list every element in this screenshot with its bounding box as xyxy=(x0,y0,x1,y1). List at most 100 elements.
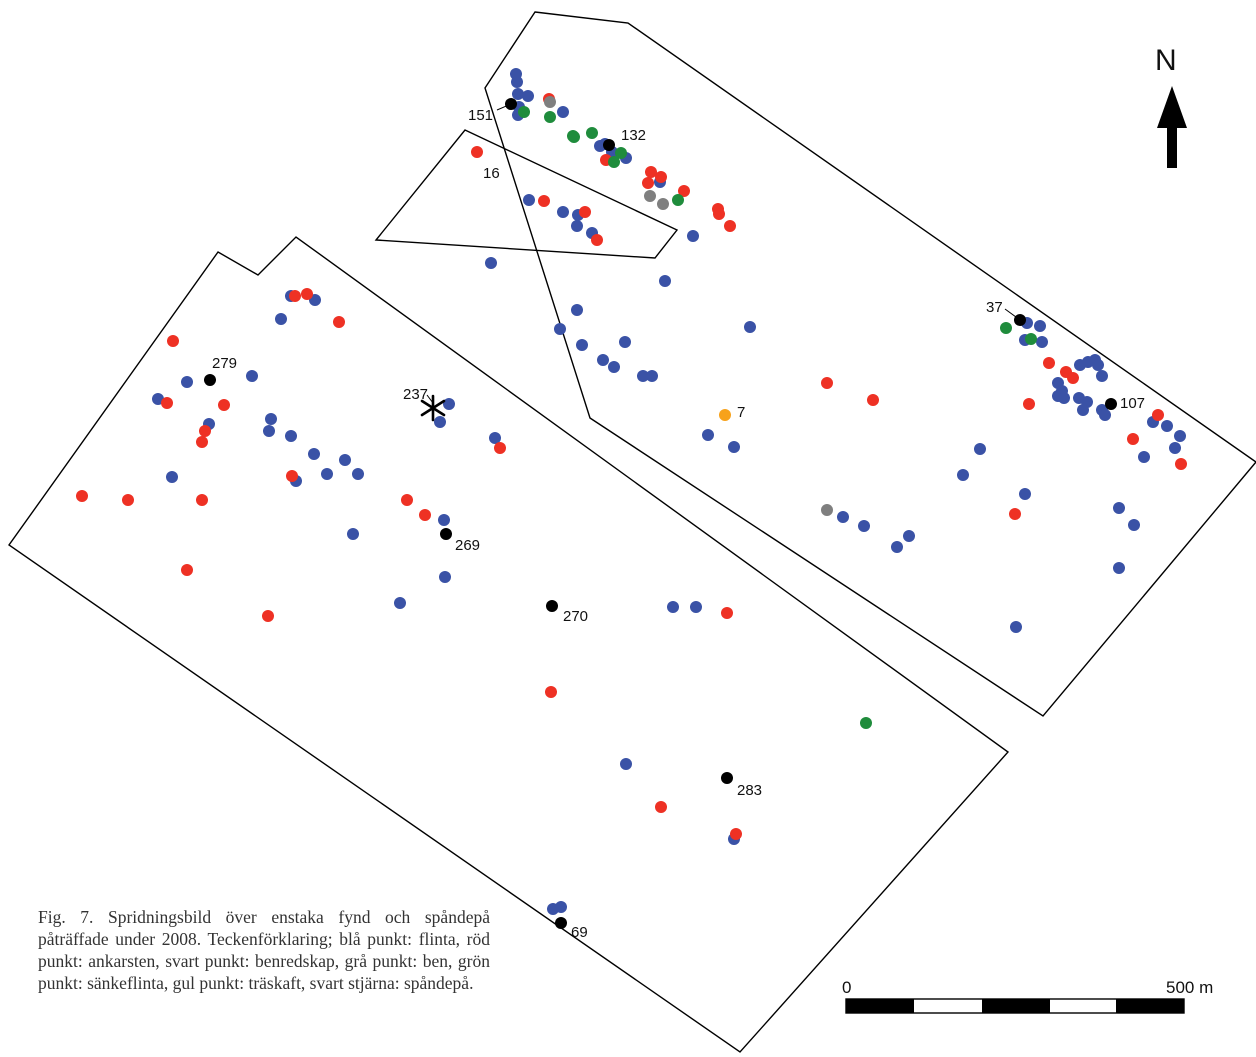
ankarsten-find-dot xyxy=(655,801,667,813)
ankarsten-find-dot xyxy=(642,177,654,189)
spandepa-star-marker xyxy=(420,394,446,422)
ankarsten-find-dot xyxy=(494,442,506,454)
flinta-find-dot xyxy=(166,471,178,483)
ankarsten-find-dot xyxy=(76,490,88,502)
flinta-find-dot xyxy=(181,376,193,388)
flinta-find-dot xyxy=(265,413,277,425)
flinta-find-dot xyxy=(690,601,702,613)
find-label-269: 269 xyxy=(455,537,480,554)
flinta-find-dot xyxy=(1010,621,1022,633)
flinta-find-dot xyxy=(438,514,450,526)
find-label-270: 270 xyxy=(563,608,588,625)
flinta-find-dot xyxy=(619,336,631,348)
scale-start-label: 0 xyxy=(842,978,852,997)
ankarsten-find-dot xyxy=(301,288,313,300)
benredskap-find-dot xyxy=(555,917,567,929)
ben-find-dot xyxy=(821,504,833,516)
flinta-find-dot xyxy=(891,541,903,553)
find-label-leaders xyxy=(426,103,1021,404)
flinta-find-dot xyxy=(957,469,969,481)
flinta-find-dot xyxy=(554,323,566,335)
flinta-find-dot xyxy=(1077,404,1089,416)
sankeflinta-find-dot xyxy=(672,194,684,206)
sankeflinta-find-dot xyxy=(518,106,530,118)
flinta-find-dot xyxy=(394,597,406,609)
ben-find-dot xyxy=(657,198,669,210)
ankarsten-find-dot xyxy=(196,436,208,448)
flinta-find-dot xyxy=(571,304,583,316)
flinta-find-dot xyxy=(434,416,446,428)
label-leader-line xyxy=(496,103,512,111)
flinta-find-dot xyxy=(489,432,501,444)
flinta-find-dot xyxy=(608,361,620,373)
find-label-237: 237 xyxy=(403,386,428,403)
ankarsten-find-dot xyxy=(401,494,413,506)
flinta-find-dot xyxy=(523,194,535,206)
flinta-find-dot xyxy=(439,571,451,583)
ankarsten-find-dot xyxy=(419,509,431,521)
flinta-find-dot xyxy=(1092,359,1104,371)
sankeflinta-find-dot xyxy=(1025,333,1037,345)
flinta-find-dot xyxy=(646,370,658,382)
flinta-find-dot xyxy=(1096,370,1108,382)
flinta-find-dot xyxy=(702,429,714,441)
flinta-find-dot xyxy=(858,520,870,532)
sankeflinta-find-dot xyxy=(544,111,556,123)
ankarsten-find-dot xyxy=(538,195,550,207)
flinta-find-dot xyxy=(1058,392,1070,404)
flinta-find-dot xyxy=(1161,420,1173,432)
flinta-find-dot xyxy=(571,220,583,232)
find-label-107: 107 xyxy=(1120,395,1145,412)
ankarsten-find-dot xyxy=(1023,398,1035,410)
flinta-find-dot xyxy=(275,313,287,325)
flinta-find-dot xyxy=(339,454,351,466)
ankarsten-find-dot xyxy=(471,146,483,158)
scale-end-label: 500 m xyxy=(1166,978,1214,997)
flinta-find-dot xyxy=(1169,442,1181,454)
flinta-find-dot xyxy=(659,275,671,287)
benredskap-find-dot xyxy=(1105,398,1117,410)
flinta-find-dot xyxy=(974,443,986,455)
ankarsten-find-dot xyxy=(645,166,657,178)
ankarsten-find-dot xyxy=(730,828,742,840)
flinta-find-dot xyxy=(728,441,740,453)
flinta-find-dot xyxy=(903,530,915,542)
flinta-find-dot xyxy=(246,370,258,382)
flinta-find-dot xyxy=(576,339,588,351)
benredskap-find-dot xyxy=(204,374,216,386)
figure-caption: Fig. 7. Spridningsbild över enstaka fynd… xyxy=(38,907,490,993)
north-label: N xyxy=(1155,44,1177,77)
flinta-find-dot xyxy=(1034,320,1046,332)
ankarsten-find-dot xyxy=(161,397,173,409)
ankarsten-find-dot xyxy=(1043,357,1055,369)
flinta-find-dot xyxy=(308,448,320,460)
flinta-find-dot xyxy=(152,393,164,405)
ankarsten-find-dot xyxy=(591,234,603,246)
ankarsten-find-dot xyxy=(286,470,298,482)
flinta-find-dot xyxy=(263,425,275,437)
find-label-132: 132 xyxy=(621,127,646,144)
scale-bar xyxy=(845,998,1185,1014)
find-label-151: 151 xyxy=(468,107,493,124)
flinta-find-dot xyxy=(557,206,569,218)
ankarsten-find-dot xyxy=(333,316,345,328)
flinta-find-dot xyxy=(321,468,333,480)
ankarsten-find-dot xyxy=(196,494,208,506)
flinta-find-dot xyxy=(443,398,455,410)
excavation-area-trench xyxy=(374,129,679,259)
flinta-find-dot xyxy=(352,468,364,480)
sankeflinta-find-dot xyxy=(568,131,580,143)
flinta-find-dot xyxy=(1019,488,1031,500)
sankeflinta-find-dot xyxy=(586,127,598,139)
find-label-279: 279 xyxy=(212,355,237,372)
ankarsten-find-dot xyxy=(545,686,557,698)
flinta-find-dot xyxy=(667,601,679,613)
find-label-37: 37 xyxy=(986,299,1003,316)
flinta-find-dot xyxy=(597,354,609,366)
ankarsten-find-dot xyxy=(655,171,667,183)
benredskap-find-dot xyxy=(603,139,615,151)
ankarsten-find-dot xyxy=(1009,508,1021,520)
ankarsten-find-dot xyxy=(867,394,879,406)
flinta-find-dot xyxy=(512,88,524,100)
find-label-283: 283 xyxy=(737,782,762,799)
